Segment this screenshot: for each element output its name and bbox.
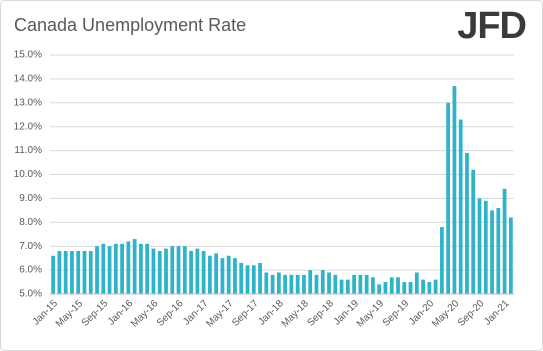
bar <box>333 274 338 294</box>
y-tick-label: 11.0% <box>14 145 42 156</box>
bar <box>458 119 463 294</box>
bar <box>270 274 275 294</box>
bar <box>239 262 244 294</box>
bar <box>283 274 288 294</box>
bar <box>139 243 143 294</box>
bar <box>214 253 219 294</box>
bar <box>151 248 156 294</box>
bar <box>82 250 87 294</box>
bar <box>195 248 200 294</box>
y-tick-label: 6.0% <box>19 265 42 276</box>
bar <box>502 188 507 294</box>
bar <box>408 282 413 294</box>
bar <box>471 169 476 294</box>
bar <box>233 258 237 294</box>
bar <box>170 246 175 294</box>
bar <box>76 250 81 294</box>
bar <box>327 272 331 294</box>
y-tick-label: 15.0% <box>14 50 42 61</box>
bar <box>345 279 350 294</box>
bar <box>377 284 382 294</box>
bar <box>440 227 444 294</box>
bar <box>508 217 513 294</box>
bar <box>182 246 187 294</box>
bar <box>251 265 256 294</box>
bar <box>414 272 419 294</box>
bar <box>421 279 425 294</box>
bar <box>446 102 451 294</box>
bar <box>51 255 56 294</box>
bar <box>433 279 438 294</box>
bar <box>339 279 344 294</box>
bar <box>57 250 62 294</box>
bar <box>396 277 400 294</box>
bar <box>176 246 181 294</box>
bar <box>496 207 501 294</box>
bar <box>352 274 356 294</box>
bar <box>208 255 212 294</box>
bar <box>383 282 388 294</box>
bar <box>264 272 269 294</box>
bar <box>226 255 231 294</box>
bar <box>477 198 482 294</box>
y-tick-label: 8.0% <box>19 217 42 228</box>
bar <box>120 243 124 294</box>
bar <box>308 270 313 294</box>
y-tick-label: 13.0% <box>14 97 42 108</box>
bar <box>88 250 93 294</box>
bar <box>189 250 193 294</box>
bar <box>276 272 281 294</box>
bar <box>145 243 150 294</box>
y-tick-label: 5.0% <box>19 289 42 300</box>
bar <box>201 250 206 294</box>
y-tick-label: 10.0% <box>14 169 42 180</box>
y-tick-label: 12.0% <box>14 121 42 132</box>
bar <box>245 265 250 294</box>
bar <box>358 274 363 294</box>
y-tick-label: 7.0% <box>19 241 42 252</box>
bar <box>126 241 131 294</box>
chart-title: Canada Unemployment Rate <box>14 15 246 35</box>
bar <box>483 200 488 294</box>
bar <box>258 262 262 294</box>
bar <box>371 277 375 294</box>
bar <box>157 250 162 294</box>
bar <box>113 243 118 294</box>
bar <box>95 246 99 294</box>
bar <box>164 248 168 294</box>
bar <box>364 274 369 294</box>
bar <box>132 239 137 294</box>
bar <box>107 246 112 294</box>
bar <box>289 274 294 294</box>
bar <box>465 152 469 294</box>
bar <box>101 243 106 294</box>
bar <box>70 250 74 294</box>
y-tick-label: 9.0% <box>19 193 42 204</box>
bar <box>295 274 300 294</box>
bar <box>320 270 325 294</box>
bar <box>389 277 394 294</box>
bar <box>314 274 319 294</box>
bar <box>63 250 68 294</box>
logo: JFD <box>457 5 526 47</box>
y-tick-label: 14.0% <box>14 74 42 85</box>
bar <box>220 258 225 294</box>
bar <box>490 210 494 294</box>
bar <box>427 282 432 294</box>
bar <box>302 274 306 294</box>
bar <box>452 86 457 294</box>
bar <box>402 282 407 294</box>
